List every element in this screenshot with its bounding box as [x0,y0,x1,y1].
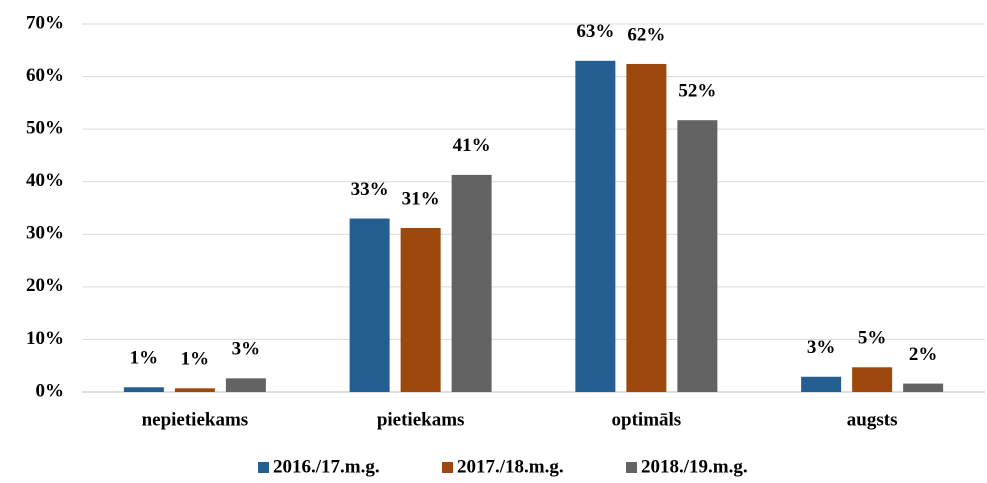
bar [903,383,944,392]
bar [225,378,266,392]
data-label: 3% [807,337,836,358]
x-tick-label: pietiekams [377,409,465,430]
y-tick-label: 0% [36,380,65,401]
data-label: 63% [576,21,614,42]
y-tick-label: 60% [26,65,64,86]
legend-swatch [258,462,269,473]
data-label: 2% [909,344,938,365]
y-tick-label: 20% [26,275,64,296]
y-tick-label: 70% [26,12,64,33]
data-label: 52% [678,81,716,102]
y-tick-label: 50% [26,118,64,139]
x-tick-label: optimāls [612,409,682,430]
data-label: 3% [232,339,261,360]
bar [852,367,893,392]
y-tick-label: 40% [26,170,64,191]
bar [451,174,492,392]
data-label: 5% [858,328,887,349]
legend-label: 2016./17.m.g. [273,456,380,477]
legend-label: 2018./19.m.g. [641,456,748,477]
y-tick-label: 10% [26,328,64,349]
bar [626,63,667,392]
data-label: 31% [402,188,440,209]
y-tick-label: 30% [26,223,64,244]
legend-label: 2017./18.m.g. [457,456,564,477]
bar [801,376,842,392]
data-label: 1% [130,348,159,369]
bar [400,227,441,392]
legend-swatch [626,462,637,473]
bar [349,218,390,392]
x-tick-label: augsts [847,409,898,430]
x-tick-label: nepietiekams [142,409,249,430]
data-label: 33% [351,179,389,200]
legend-swatch [442,462,453,473]
bar [575,60,616,393]
data-label: 62% [627,24,665,45]
data-label: 41% [453,135,491,156]
data-label: 1% [181,349,210,370]
bar [174,388,215,392]
bar [677,120,718,392]
bar [123,387,164,392]
